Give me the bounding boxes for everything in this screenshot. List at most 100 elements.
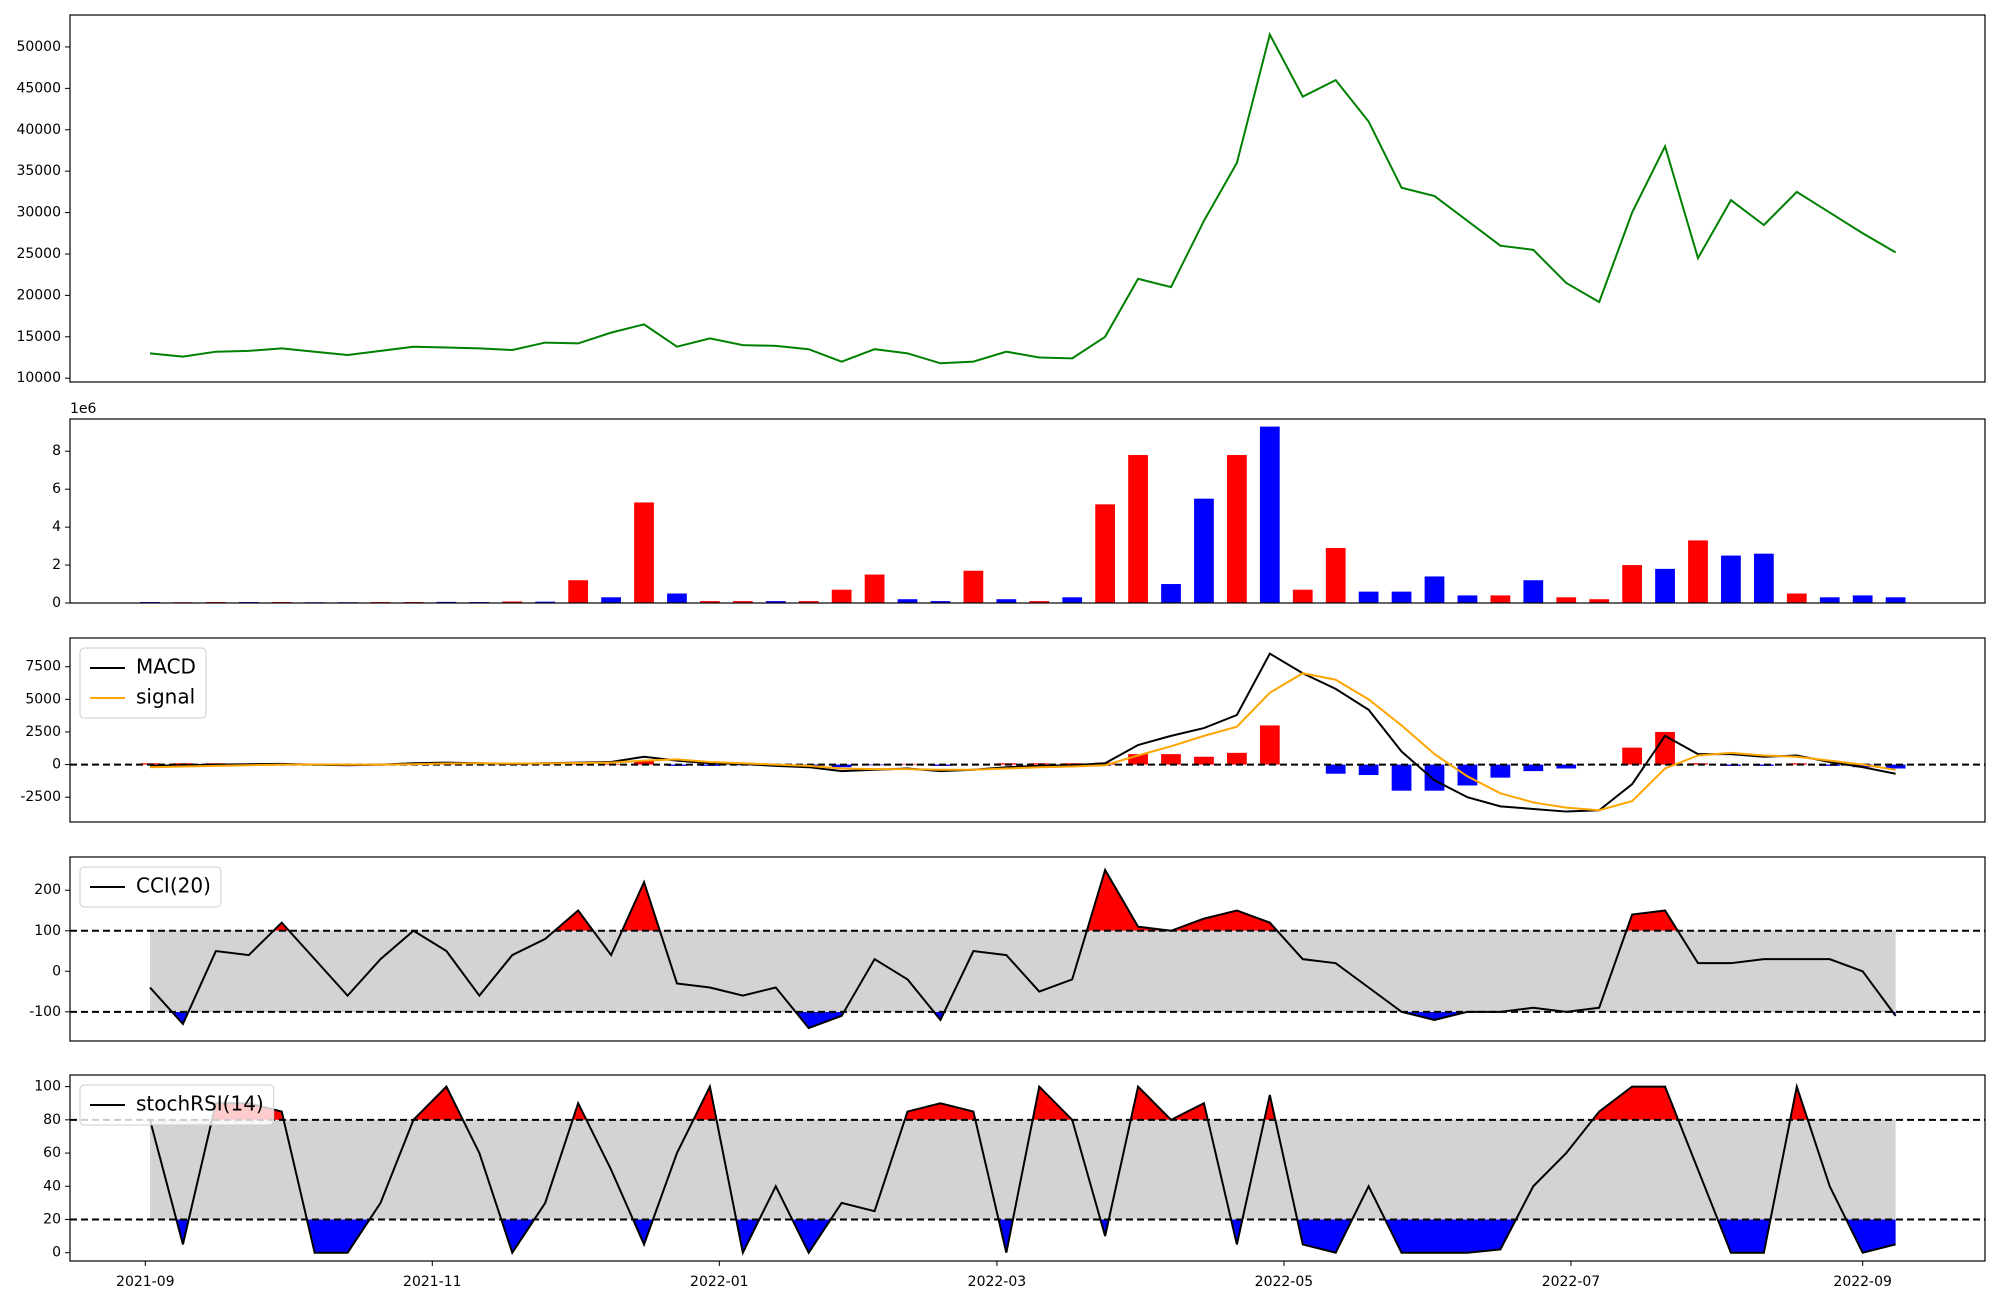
- bar: [897, 599, 918, 603]
- line: [149, 1082, 1896, 1256]
- y-tick-label: 2: [52, 557, 61, 573]
- legend-label: MACD: [136, 655, 196, 679]
- bar: [1589, 599, 1610, 603]
- axis-offset-label: 1e6: [70, 401, 97, 417]
- x-tick-label: 2022-05: [1255, 1274, 1314, 1290]
- y-tick-label: 200: [34, 882, 61, 898]
- line: [149, 652, 1896, 813]
- bar: [1062, 597, 1083, 603]
- y-tick-label: 4: [52, 519, 61, 535]
- axes-frame: [69, 14, 1986, 383]
- bar: [502, 601, 523, 603]
- bar: [634, 502, 654, 603]
- axes-frame: [69, 856, 1986, 1042]
- panel: 10000 15000 20000 25000 30000 35000 40000 45000…: [16, 14, 1986, 386]
- bar: [1622, 565, 1642, 603]
- bar: [765, 601, 786, 603]
- x-tick-label: 2022-09: [1833, 1274, 1892, 1290]
- y-tick-label: 80: [43, 1112, 61, 1128]
- line: [149, 867, 1897, 1030]
- bar: [1523, 764, 1544, 772]
- bar: [1325, 764, 1346, 774]
- y-tick-label: 20000: [16, 287, 61, 303]
- bar: [831, 764, 852, 768]
- bar: [1259, 725, 1280, 765]
- bar: [1161, 584, 1181, 603]
- line: [149, 672, 1896, 812]
- y-tick-label: 35000: [16, 163, 61, 179]
- bar: [732, 601, 753, 603]
- bar: [1358, 591, 1379, 603]
- plot-area: [70, 652, 1985, 813]
- bar: [1457, 764, 1478, 786]
- y-tick-label: 25000: [16, 246, 61, 262]
- legend-label: signal: [136, 685, 195, 709]
- bar: [1391, 591, 1412, 603]
- bar: [1095, 504, 1116, 603]
- panel: -100 0 100 200 CCI(20): [29, 856, 1986, 1042]
- bar: [1292, 589, 1313, 603]
- bar: [1029, 601, 1050, 603]
- line: [149, 31, 1897, 365]
- bar: [1424, 576, 1445, 603]
- bar: [1194, 756, 1214, 765]
- bar: [831, 589, 852, 603]
- bar: [1753, 553, 1774, 603]
- panel: -2500 0 2500 5000 7500 MACD signal: [20, 637, 1986, 823]
- plot-area: [149, 31, 1897, 365]
- y-tick-label: 5000: [25, 691, 61, 707]
- lower-fill: [176, 1219, 1896, 1253]
- bar: [1852, 764, 1873, 768]
- neutral-band: [149, 930, 1896, 1012]
- x-tick-label: 2021-09: [116, 1274, 175, 1290]
- y-tick-label: -2500: [20, 789, 61, 805]
- bar: [1655, 731, 1675, 765]
- bar: [1226, 455, 1247, 603]
- axes-frame: [69, 637, 1986, 823]
- y-tick-label: 45000: [16, 80, 61, 96]
- bar: [1161, 754, 1181, 765]
- x-tick-label: 2022-07: [1542, 1274, 1601, 1290]
- y-tick-label: 8: [52, 443, 61, 459]
- plot-area: [70, 1082, 1985, 1256]
- bar: [963, 570, 984, 603]
- legend-box: [79, 647, 207, 719]
- panel: 0 20 40 60 80 100 2021-09 2021-11 2022-01 2022-03…: [34, 1074, 1986, 1290]
- plot-area: [140, 426, 1906, 603]
- y-tick-label: 40000: [16, 122, 61, 138]
- bar: [1556, 764, 1577, 769]
- bar: [1259, 426, 1280, 603]
- y-tick-label: 7500: [25, 659, 61, 675]
- y-tick-label: 40: [43, 1178, 61, 1194]
- bar: [700, 601, 720, 603]
- bar: [1721, 764, 1741, 766]
- bar: [1556, 597, 1577, 603]
- bar: [1753, 764, 1774, 766]
- legend-label: stochRSI(14): [136, 1092, 264, 1116]
- y-tick-label: 6: [52, 481, 61, 497]
- bar: [930, 601, 951, 603]
- y-tick-label: 20: [43, 1211, 61, 1227]
- y-tick-label: 0: [52, 595, 61, 611]
- legend: stochRSI(14): [79, 1084, 275, 1126]
- bar: [1819, 597, 1840, 603]
- bar: [634, 760, 654, 765]
- bar: [667, 593, 687, 603]
- bar: [535, 601, 556, 603]
- bar: [1490, 595, 1511, 603]
- y-tick-label: -100: [29, 1004, 61, 1020]
- bar: [996, 599, 1017, 603]
- x-tick-label: 2022-01: [690, 1274, 749, 1290]
- legend-box: [79, 1084, 275, 1126]
- plot-area: [70, 867, 1985, 1030]
- panel: 0 2 4 6 8 1e6: [52, 401, 1986, 611]
- bar: [601, 597, 621, 603]
- y-tick-label: 0: [52, 963, 61, 979]
- bar: [1721, 555, 1741, 603]
- bar: [1622, 747, 1642, 765]
- bar: [1226, 752, 1247, 765]
- bar: [1523, 580, 1544, 603]
- upper-fill: [211, 1086, 1808, 1120]
- x-tick-label: 2022-03: [968, 1274, 1027, 1290]
